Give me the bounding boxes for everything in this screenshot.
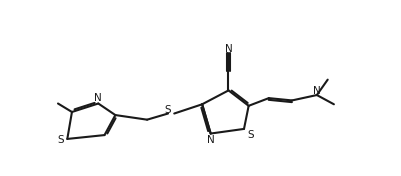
Text: N: N — [224, 44, 232, 54]
Text: N: N — [94, 93, 102, 103]
Text: S: S — [246, 130, 253, 140]
Text: N: N — [206, 135, 214, 145]
Text: S: S — [58, 136, 64, 146]
Text: N: N — [312, 86, 320, 96]
Text: S: S — [164, 105, 171, 115]
